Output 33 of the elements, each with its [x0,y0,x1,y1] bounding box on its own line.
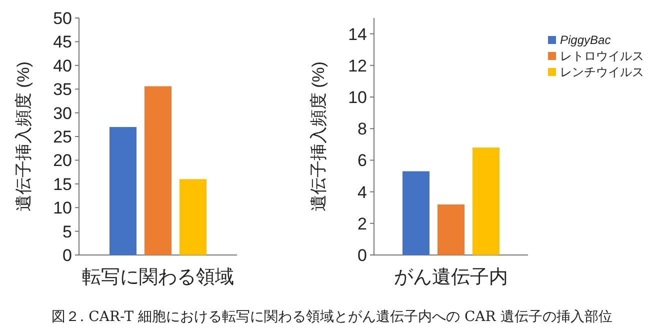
legend-label: PiggyBac [560,33,611,47]
y-tick-label: 0 [62,246,72,265]
bar [438,204,464,255]
y-tick-label: 6 [358,151,367,170]
y-tick-label: 50 [53,9,72,28]
x-tick-label: 転写に関わる領域 [82,267,234,288]
bar [472,148,500,255]
y-tick-label: 10 [348,88,367,107]
y-tick-label: 5 [62,222,72,242]
y-tick-label: 2 [358,214,367,234]
bar [144,86,172,255]
y-tick-label: 25 [53,128,72,146]
bar [180,179,206,255]
bar [402,171,430,255]
y-tick-label: 45 [53,32,72,52]
caption: 図２. CAR-T 細胞における転写に関わる領域とがん遺伝子内への CAR 遺伝子の挿入部位 [52,309,612,325]
y-tick-label: 0 [358,246,367,265]
y-tick-label: 20 [53,151,72,170]
y-tick-label: 30 [53,104,72,123]
legend-label: レトロウイルス [560,49,644,63]
y-axis-title: 遺伝子挿入頻度 (%) [309,61,328,212]
y-tick-label: 12 [348,56,367,76]
y-axis-title: 遺伝子挿入頻度 (%) [14,61,33,212]
y-tick-label: 14 [348,24,367,44]
y-tick-label: 35 [53,80,72,100]
legend-label: レンチウイルス [560,65,644,79]
x-tick-label: がん遺伝子内 [394,267,508,288]
y-tick-label: 15 [53,174,72,194]
y-tick-label: 8 [358,120,367,139]
y-tick-label: 10 [53,198,72,218]
y-tick-label: 4 [358,182,367,202]
bar [110,127,136,255]
y-tick-label: 40 [53,56,72,76]
